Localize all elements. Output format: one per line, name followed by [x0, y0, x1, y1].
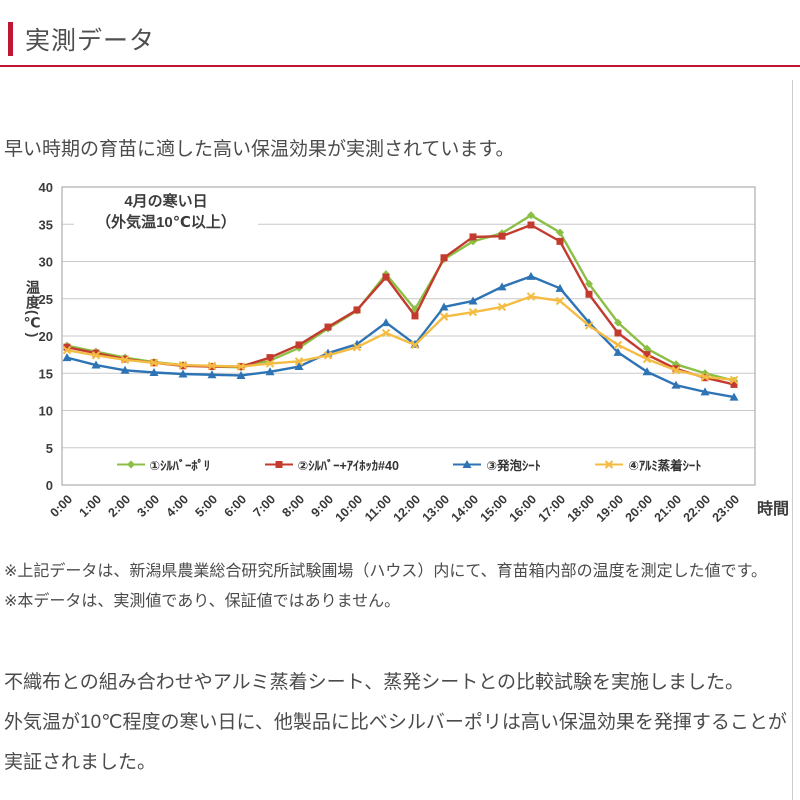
svg-text:9:00: 9:00: [309, 492, 337, 520]
description-line: 外気温が10℃程度の寒い日に、他製品に比べシルバーポリは高い保温効果を発揮するこ…: [4, 712, 787, 773]
svg-text:3:00: 3:00: [135, 492, 163, 520]
svg-text:20: 20: [39, 329, 53, 344]
svg-text:21:00: 21:00: [652, 492, 685, 525]
svg-text:15: 15: [39, 366, 53, 381]
description-line: 不織布との組み合わせやアルミ蒸着シート、蒸発シートとの比較試験を実施しました。: [4, 672, 745, 693]
header-accent-bar: [8, 22, 13, 56]
svg-text:10: 10: [39, 404, 53, 419]
chart-title: 4月の寒い日 （外気温10℃以上）: [74, 191, 258, 233]
series-triangle: [62, 271, 739, 401]
legend-label: ④ｱﾙﾐ蒸着ｼｰﾄ: [628, 458, 702, 473]
svg-text:1:00: 1:00: [77, 492, 105, 520]
svg-text:17:00: 17:00: [536, 492, 569, 525]
page-title: 実測データ: [25, 27, 156, 55]
intro-text: 早い時期の育苗に適した高い保温効果が実測されています。: [4, 139, 515, 160]
svg-text:20:00: 20:00: [623, 492, 656, 525]
svg-text:16:00: 16:00: [507, 492, 540, 525]
chart-legend: ①ｼﾙﾊﾞｰﾎﾟﾘ ②ｼﾙﾊﾞｰ+ｱｲﾎｯｶ#40 ③発泡ｼｰﾄ ④ｱﾙﾐ蒸着ｼｰﾄ: [62, 454, 755, 474]
chart-notes: ※上記データは、新潟県農業総合研究所試験圃場（ハウス）内にて、育苗箱内部の温度を…: [4, 557, 800, 617]
svg-text:35: 35: [39, 217, 53, 232]
svg-text:0:00: 0:00: [48, 492, 76, 520]
svg-text:11:00: 11:00: [362, 492, 394, 524]
note-line: ※本データは、実測値であり、保証値ではありません。: [4, 593, 401, 610]
svg-text:4:00: 4:00: [164, 492, 192, 520]
svg-text:23:00: 23:00: [710, 492, 743, 525]
chart-title-line1: 4月の寒い日: [124, 193, 208, 210]
svg-text:5: 5: [46, 441, 53, 456]
x-axis-title: 時間: [757, 501, 790, 518]
legend-label: ①ｼﾙﾊﾞｰﾎﾟﾘ: [149, 458, 211, 473]
svg-text:12:00: 12:00: [391, 492, 424, 525]
svg-text:5:00: 5:00: [193, 492, 221, 520]
legend-item-4: ④ｱﾙﾐ蒸着ｼｰﾄ: [594, 455, 701, 474]
header-divider: [0, 65, 800, 67]
temperature-chart: 0 5 10 15 20 25 30 35 40 0:00 1:00 2:00 3:00 4:00 5:00…: [0, 170, 792, 550]
svg-text:40: 40: [39, 180, 53, 195]
legend-label: ②ｼﾙﾊﾞｰ+ｱｲﾎｯｶ#40: [297, 458, 399, 473]
series-x: [62, 292, 739, 385]
svg-text:0: 0: [46, 478, 53, 493]
svg-text:7:00: 7:00: [251, 492, 279, 520]
svg-text:13:00: 13:00: [420, 492, 453, 525]
svg-text:18:00: 18:00: [565, 492, 598, 525]
note-line: ※上記データは、新潟県農業総合研究所試験圃場（ハウス）内にて、育苗箱内部の温度を…: [4, 563, 768, 580]
svg-text:2:00: 2:00: [106, 492, 134, 520]
chart-title-line2: （外気温10℃以上）: [96, 214, 236, 231]
svg-text:30: 30: [39, 255, 53, 270]
svg-text:8:00: 8:00: [280, 492, 308, 520]
legend-diamond-marker-icon: [116, 460, 145, 468]
svg-text:19:00: 19:00: [594, 492, 627, 525]
legend-x-marker-icon: [595, 459, 624, 469]
legend-item-3: ③発泡ｼｰﾄ: [452, 455, 541, 474]
legend-triangle-marker-icon: [453, 459, 482, 468]
y-axis-title: 温度(℃): [25, 280, 41, 339]
page-right-border: [792, 80, 793, 800]
description-paragraphs: 不織布との組み合わせやアルミ蒸着シート、蒸発シートとの比較試験を実施しました。 …: [4, 663, 798, 783]
legend-item-2: ②ｼﾙﾊﾞｰ+ｱｲﾎｯｶ#40: [264, 455, 399, 474]
svg-text:6:00: 6:00: [222, 492, 250, 520]
legend-label: ③発泡ｼｰﾄ: [486, 458, 541, 473]
svg-text:25: 25: [39, 292, 53, 307]
svg-text:15:00: 15:00: [478, 492, 511, 525]
legend-item-1: ①ｼﾙﾊﾞｰﾎﾟﾘ: [116, 455, 211, 474]
legend-square-marker-icon: [264, 460, 293, 468]
svg-text:10:00: 10:00: [333, 492, 366, 525]
chart-plot-svg: 0 5 10 15 20 25 30 35 40 0:00 1:00 2:00 3:00 4:00 5:00…: [39, 180, 756, 525]
svg-text:14:00: 14:00: [449, 492, 482, 525]
svg-text:22:00: 22:00: [681, 492, 714, 525]
